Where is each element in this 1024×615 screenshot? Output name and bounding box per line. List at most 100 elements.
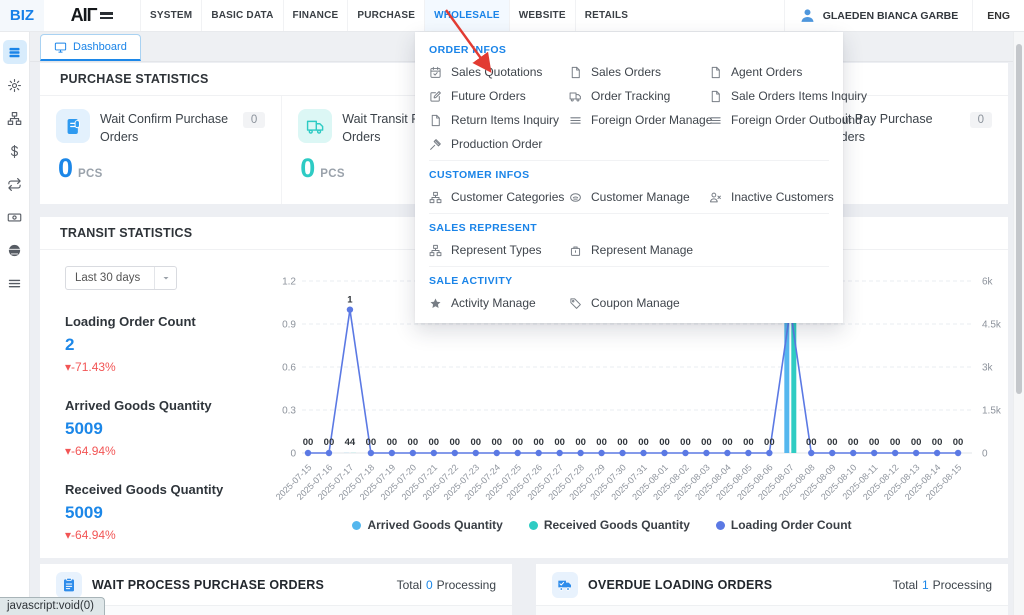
svg-text:00: 00 (701, 437, 712, 448)
chart-legend: Arrived Goods Quantity Received Goods Qua… (270, 518, 934, 532)
svg-text:00: 00 (680, 437, 691, 448)
menu-item-label: Coupon Manage (591, 296, 680, 310)
menu-item-label: Inactive Customers (731, 190, 834, 204)
menu-item-represent-types[interactable]: Represent Types (429, 243, 569, 257)
total-value: 0 (425, 577, 433, 592)
sidebar-item-dollar[interactable] (3, 139, 27, 163)
stat-card-value: 0 PCS (300, 155, 507, 182)
panel-title-text: WAIT PROCESS PURCHASE ORDERS (92, 577, 325, 592)
menu-item-represent-manage[interactable]: Represent Manage (569, 243, 709, 257)
tag-icon (569, 297, 582, 310)
tab-dashboard[interactable]: Dashboard (40, 34, 141, 61)
menu-item-sales-quotations[interactable]: Sales Quotations (429, 65, 569, 79)
total-value: 1 (921, 577, 929, 592)
sidebar (0, 32, 30, 615)
menu-item-coupon-manage[interactable]: Coupon Manage (569, 296, 709, 310)
sidebar-item-sitemap[interactable] (3, 106, 27, 130)
menu-section-title: SALE ACTIVITY (429, 275, 513, 287)
menu-item-foreign-order-manage[interactable]: Foreign Order Manage (569, 113, 712, 127)
metric-value: 5009 (65, 503, 103, 522)
menu-item-inactive-customers[interactable]: Inactive Customers (709, 190, 834, 204)
user-icon (799, 7, 816, 24)
dollar-icon (7, 144, 22, 159)
menu-item-label: Customer Manage (591, 190, 690, 204)
nav-item-system[interactable]: SYSTEM (140, 0, 201, 31)
stat-card-wait-confirm-purchase-orders[interactable]: Wait Confirm Purchase Orders 0 0 PCS (40, 96, 281, 204)
svg-text:00: 00 (638, 437, 649, 448)
svg-text:00: 00 (554, 437, 565, 448)
dashboard-icon (7, 45, 22, 60)
period-select[interactable]: Last 30 days (65, 266, 177, 290)
menu-item-return-items-inquiry[interactable]: Return Items Inquiry (429, 113, 569, 127)
nav-item-purchase[interactable]: PURCHASE (347, 0, 424, 31)
scrollbar-thumb[interactable] (1016, 44, 1022, 394)
tab-dashboard-label: Dashboard (73, 41, 127, 53)
panel-head: WAIT PROCESS PURCHASE ORDERS Total 0 Proces… (40, 564, 512, 606)
sidebar-item-menu[interactable] (3, 271, 27, 295)
legend-item-loading-order-count[interactable]: Loading Order Count (715, 518, 852, 532)
legend-label: Received Goods Quantity (543, 518, 690, 532)
stat-card-icon-wrap (56, 109, 90, 143)
panel-total: Total 1 Processing (893, 578, 992, 592)
panel-body (536, 606, 1008, 615)
menu-item-production-order[interactable]: Production Order (429, 137, 569, 151)
nav-item-website[interactable]: WEBSITE (508, 0, 575, 31)
menu-section-order-infos: ORDER INFOS Sales Quotations Sales Orders A… (429, 44, 867, 151)
legend-item-received-goods-quantity[interactable]: Received Goods Quantity (528, 518, 690, 532)
vertical-scrollbar[interactable] (1013, 32, 1024, 615)
bottom-panels: WAIT PROCESS PURCHASE ORDERS Total 0 Proces… (40, 564, 1008, 615)
svg-text:0: 0 (290, 449, 296, 460)
brand-logo-text: AIΓ (70, 5, 98, 25)
nav-item-basic-data[interactable]: BASIC DATA (201, 0, 282, 31)
transit-chart-area[interactable]: 0 0 0.3 1.5k 0.6 3k 0.9 4.5k 1.2 6k 00 00 44 00 00 00 00… (270, 250, 1004, 558)
sidebar-item-globe[interactable] (3, 238, 27, 262)
period-select-value: Last 30 days (75, 272, 141, 284)
svg-text:00: 00 (408, 437, 419, 448)
sidebar-item-repeat[interactable] (3, 172, 27, 196)
panel-total: Total 0 Processing (397, 578, 496, 592)
total-label: Total (892, 577, 918, 592)
svg-text:00: 00 (806, 437, 817, 448)
language-switcher[interactable]: ENG (972, 0, 1024, 31)
menu-item-order-tracking[interactable]: Order Tracking (569, 89, 709, 103)
file-icon (709, 90, 722, 103)
truck-icon (569, 90, 582, 103)
legend-item-arrived-goods-quantity[interactable]: Arrived Goods Quantity (352, 518, 503, 532)
list-icon (569, 114, 582, 127)
total-label: Total (396, 577, 422, 592)
metric-label: Arrived Goods Quantity (65, 398, 212, 413)
nav-item-retails[interactable]: RETAILS (574, 0, 637, 31)
menu-item-future-orders[interactable]: Future Orders (429, 89, 569, 103)
panel-head: OVERDUE LOADING ORDERS Total 1 Processing (536, 564, 1008, 606)
menu-item-label: Represent Manage (591, 243, 694, 257)
nav-item-wholesale[interactable]: WHOLESALE (424, 0, 509, 31)
menu-section-grid: Customer Categories Customer Manage Inacti… (429, 190, 834, 204)
menu-item-customer-manage[interactable]: Customer Manage (569, 190, 709, 204)
sidebar-item-banknote[interactable] (3, 205, 27, 229)
menu-item-sales-orders[interactable]: Sales Orders (569, 65, 709, 79)
menu-item-label: Activity Manage (451, 296, 536, 310)
monitor-icon (54, 41, 67, 54)
menu-section-sales-represent: SALES REPRESENT Represent Types Represent … (429, 213, 829, 257)
menu-item-sale-orders-items-inquiry[interactable]: Sale Orders Items Inquiry (709, 89, 867, 103)
legend-dot (528, 520, 538, 530)
menu-item-label: Sales Quotations (451, 65, 543, 79)
svg-text:0: 0 (982, 449, 988, 460)
menu-item-foreign-order-outbound[interactable]: Foreign Order Outbound (709, 113, 867, 127)
handshake-icon (569, 191, 582, 204)
svg-text:00: 00 (512, 437, 523, 448)
user-menu[interactable]: GLAEDEN BIANCA GARBE (783, 0, 973, 31)
svg-text:00: 00 (470, 437, 481, 448)
sitemap-icon (7, 111, 22, 126)
sidebar-item-dashboard[interactable] (2, 40, 27, 64)
svg-text:44: 44 (345, 437, 356, 448)
sidebar-item-gear[interactable] (3, 73, 27, 97)
sitemap-icon (429, 191, 442, 204)
svg-text:00: 00 (953, 437, 964, 448)
menu-item-label: Future Orders (451, 89, 526, 103)
menu-item-customer-categories[interactable]: Customer Categories (429, 190, 569, 204)
nav-item-finance[interactable]: FINANCE (282, 0, 348, 31)
menu-section-grid: Sales Quotations Sales Orders Agent Orders… (429, 65, 867, 151)
menu-item-activity-manage[interactable]: Activity Manage (429, 296, 569, 310)
menu-item-agent-orders[interactable]: Agent Orders (709, 65, 867, 79)
